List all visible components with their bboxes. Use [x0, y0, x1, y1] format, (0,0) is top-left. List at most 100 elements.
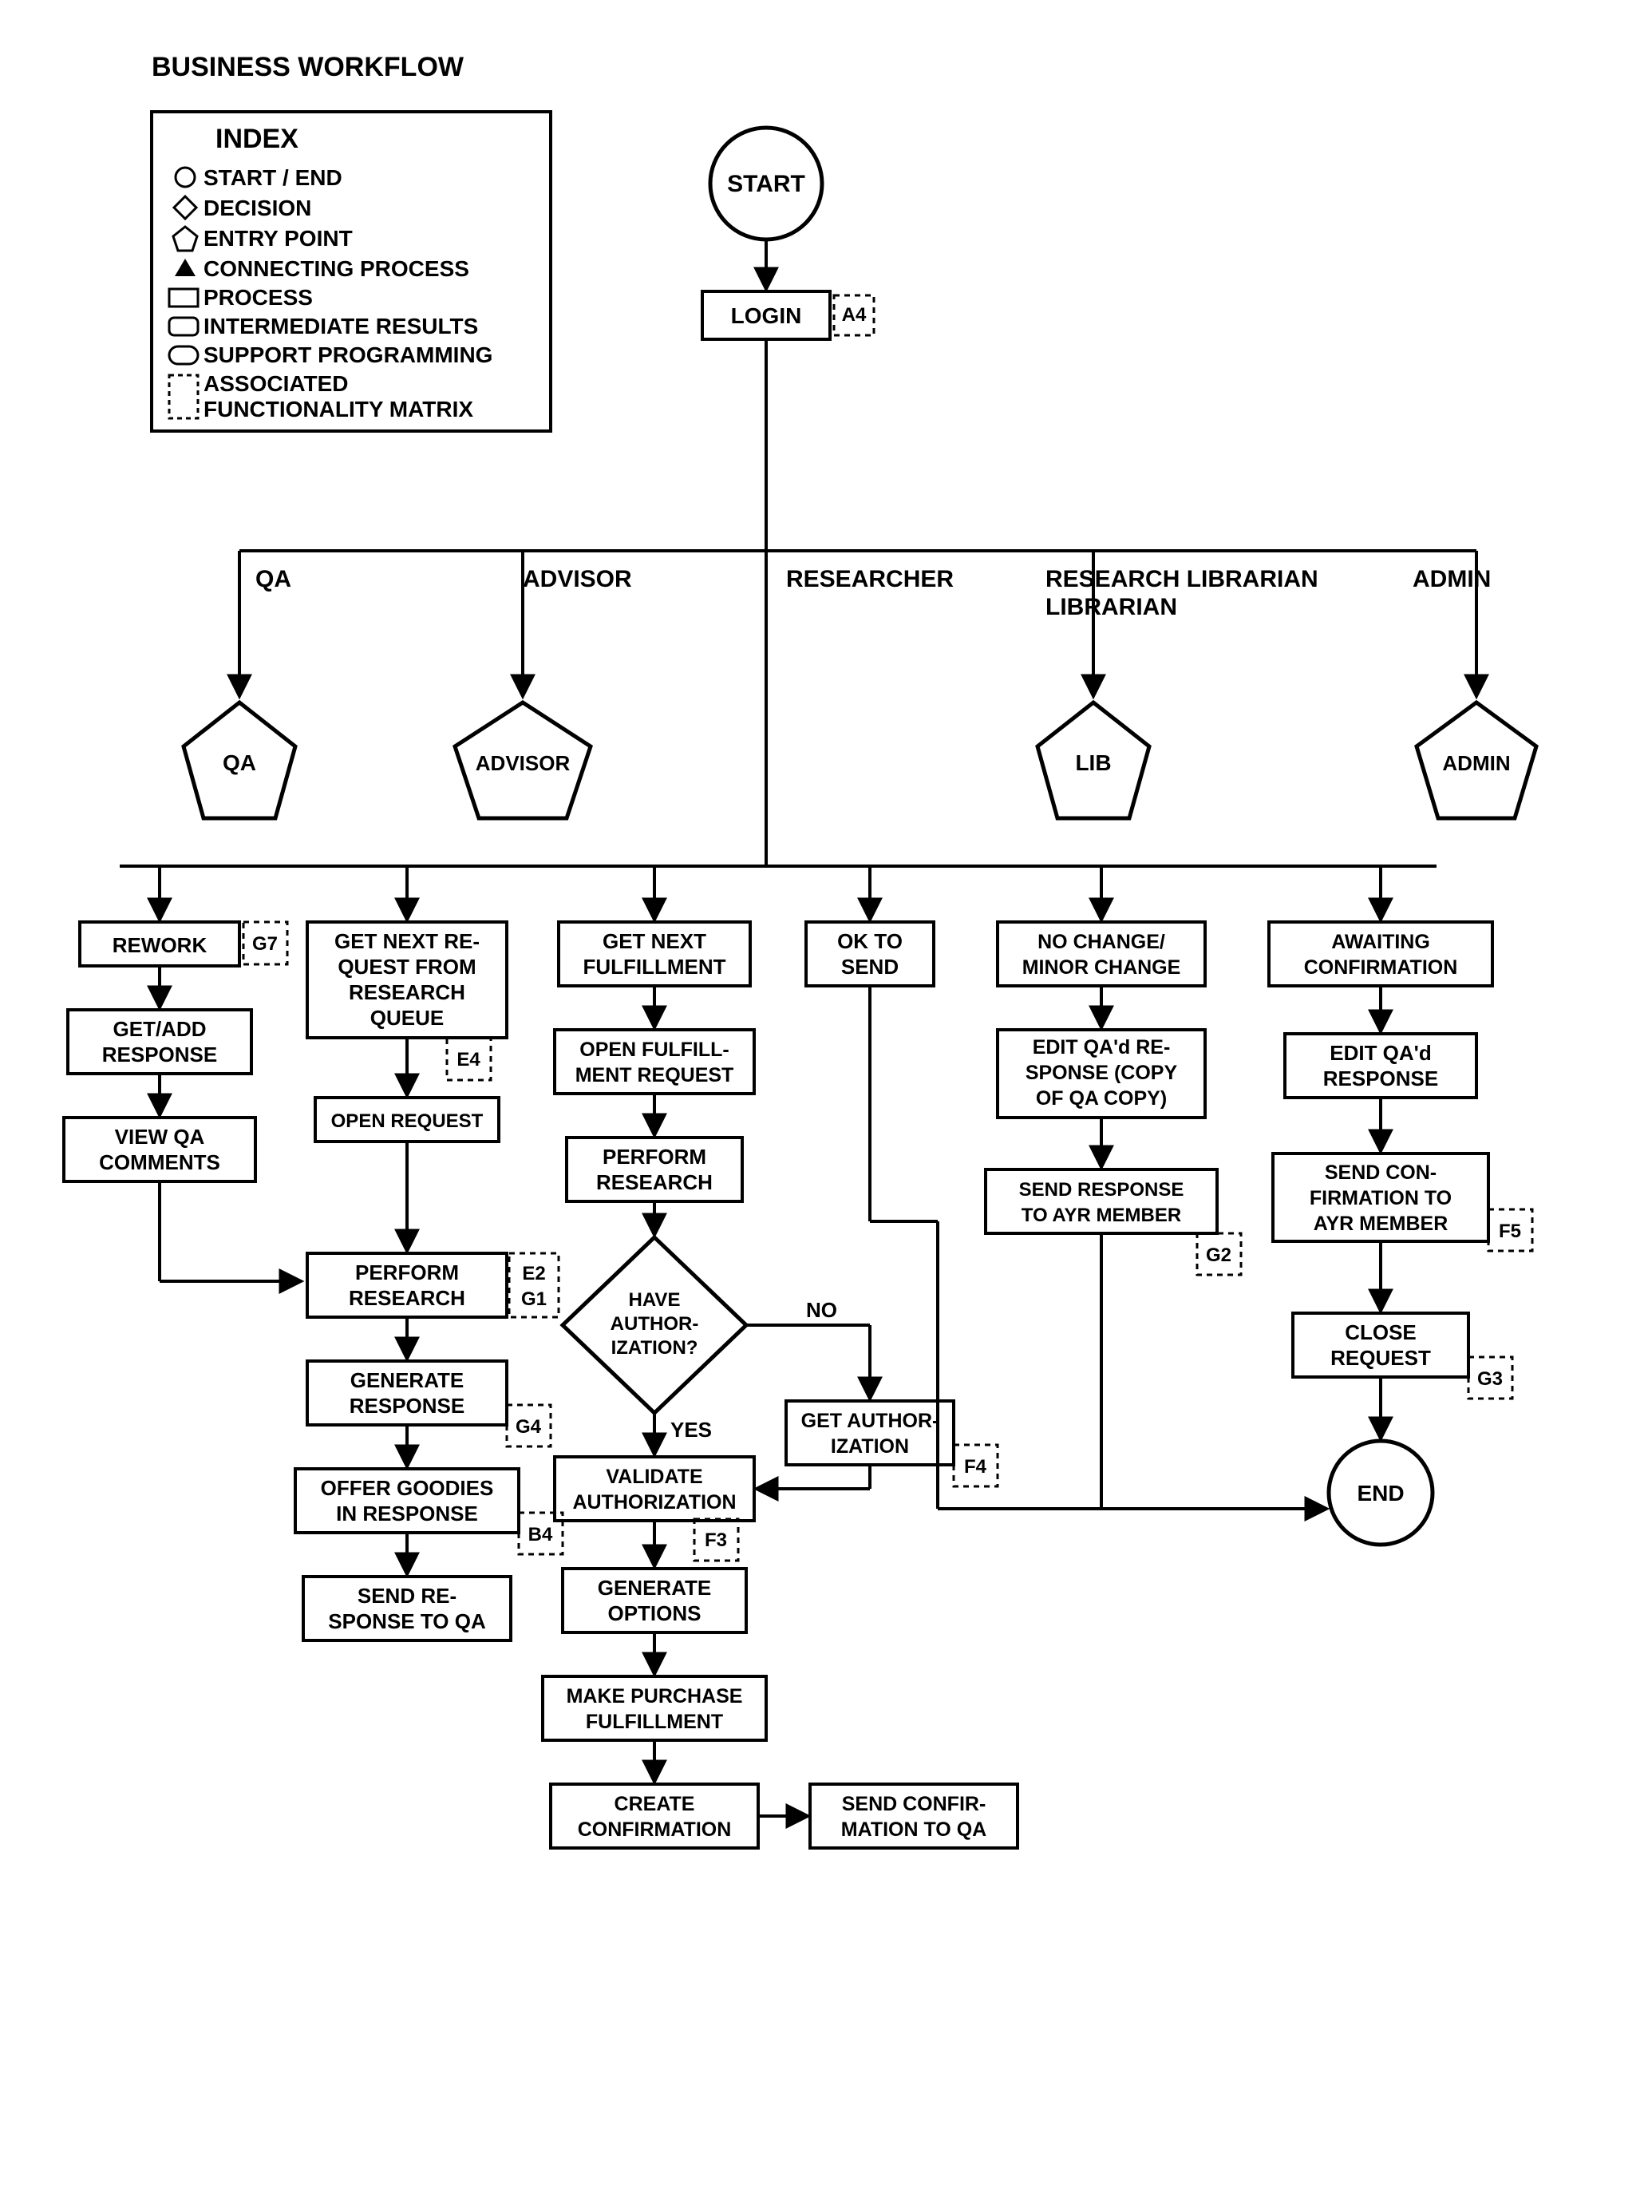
svg-text:GENERATE: GENERATE [598, 1576, 712, 1600]
col5: NO CHANGE/ MINOR CHANGE EDIT QA'd RE- SP… [986, 922, 1241, 1509]
svg-text:QA: QA [223, 750, 256, 775]
svg-text:TO AYR MEMBER: TO AYR MEMBER [1022, 1205, 1181, 1226]
svg-text:RESEARCH: RESEARCH [349, 1286, 465, 1310]
flowchart: BUSINESS WORKFLOW INDEX START / END DECI… [0, 0, 1652, 2212]
end-node: END [1329, 1441, 1433, 1545]
svg-text:AUTHOR-: AUTHOR- [611, 1313, 699, 1335]
svg-text:RESPONSE: RESPONSE [102, 1043, 218, 1066]
tag-f5: F5 [1488, 1209, 1532, 1251]
svg-text:GET AUTHOR-: GET AUTHOR- [801, 1410, 939, 1432]
svg-text:G3: G3 [1477, 1368, 1503, 1390]
svg-text:HAVE: HAVE [629, 1289, 681, 1311]
svg-text:VALIDATE: VALIDATE [606, 1466, 702, 1488]
svg-text:FULFILLMENT: FULFILLMENT [586, 1711, 723, 1733]
svg-text:FULFILLMENT: FULFILLMENT [583, 955, 725, 979]
svg-text:SEND RE-: SEND RE- [358, 1584, 456, 1608]
svg-text:ADMIN: ADMIN [1442, 751, 1510, 775]
legend: INDEX START / END DECISION ENTRY POINT C… [152, 112, 551, 431]
svg-text:RESEARCH: RESEARCH [349, 980, 465, 1004]
svg-text:OPEN REQUEST: OPEN REQUEST [331, 1110, 484, 1132]
svg-text:MENT REQUEST: MENT REQUEST [575, 1064, 734, 1086]
svg-text:CONFIRMATION: CONFIRMATION [1304, 956, 1458, 979]
svg-text:REQUEST: REQUEST [1330, 1346, 1431, 1370]
svg-text:ENTRY POINT: ENTRY POINT [204, 226, 353, 251]
svg-text:GET NEXT: GET NEXT [603, 929, 706, 953]
tag-a4: A4 [834, 295, 874, 335]
diagram-title: BUSINESS WORKFLOW [152, 52, 464, 82]
svg-text:YES: YES [670, 1418, 712, 1442]
tag-g7: G7 [243, 922, 287, 964]
svg-text:E2: E2 [522, 1263, 545, 1284]
svg-text:F3: F3 [705, 1529, 727, 1551]
svg-text:IZATION?: IZATION? [611, 1337, 698, 1359]
svg-text:EDIT QA'd RE-: EDIT QA'd RE- [1033, 1036, 1171, 1059]
svg-text:MINOR CHANGE: MINOR CHANGE [1022, 956, 1181, 979]
col4: OK TO SEND GET AUTHOR- IZATION F4 [758, 922, 998, 1489]
svg-text:SEND RESPONSE: SEND RESPONSE [1019, 1179, 1184, 1201]
svg-text:START / END: START / END [204, 165, 342, 190]
lane-admin: ADMIN [1413, 566, 1491, 592]
tag-f3: F3 [694, 1519, 738, 1561]
svg-text:G1: G1 [521, 1288, 547, 1310]
svg-text:AYR MEMBER: AYR MEMBER [1314, 1213, 1448, 1235]
lane-qa: QA [255, 566, 291, 592]
login-node: LOGIN A4 [702, 291, 874, 339]
tag-g4: G4 [507, 1405, 551, 1446]
svg-text:AUTHORIZATION: AUTHORIZATION [572, 1491, 736, 1514]
svg-text:START: START [727, 171, 805, 197]
svg-text:G4: G4 [516, 1416, 542, 1438]
svg-text:RESPONSE: RESPONSE [350, 1394, 465, 1418]
col1: REWORK G7 GET/ADD RESPONSE VIEW QA COMME… [64, 922, 299, 1281]
svg-text:QUEST FROM: QUEST FROM [338, 955, 476, 979]
svg-text:GENERATE: GENERATE [350, 1368, 464, 1392]
svg-text:SEND: SEND [841, 955, 899, 979]
svg-text:B4: B4 [528, 1524, 553, 1545]
svg-text:F4: F4 [964, 1456, 987, 1478]
svg-text:CONNECTING PROCESS: CONNECTING PROCESS [204, 256, 469, 281]
svg-text:REWORK: REWORK [113, 933, 207, 957]
col6: AWAITING CONFIRMATION EDIT QA'd RESPONSE… [1269, 922, 1532, 1437]
svg-text:VIEW QA: VIEW QA [115, 1125, 205, 1149]
entry-qa: QA [184, 702, 295, 818]
svg-text:INDEX: INDEX [215, 124, 298, 154]
svg-text:ADVISOR: ADVISOR [476, 751, 571, 775]
svg-text:RESEARCH: RESEARCH [596, 1170, 713, 1194]
tag-g3: G3 [1468, 1357, 1512, 1399]
svg-text:OFFER GOODIES: OFFER GOODIES [321, 1476, 494, 1500]
svg-text:NO: NO [806, 1298, 837, 1322]
svg-text:GET NEXT RE-: GET NEXT RE- [334, 929, 480, 953]
svg-text:FUNCTIONALITY MATRIX: FUNCTIONALITY MATRIX [204, 397, 473, 421]
svg-text:SPONSE (COPY: SPONSE (COPY [1026, 1062, 1178, 1084]
lane-researcher: RESEARCHER [786, 566, 954, 592]
svg-text:CONFIRMATION: CONFIRMATION [578, 1818, 732, 1841]
svg-text:PERFORM: PERFORM [603, 1145, 706, 1169]
svg-text:FIRMATION TO: FIRMATION TO [1310, 1187, 1452, 1209]
svg-text:IZATION: IZATION [831, 1435, 909, 1458]
col3: GET NEXT FULFILLMENT OPEN FULFILL- MENT … [543, 922, 1018, 1848]
svg-text:SEND CON-: SEND CON- [1325, 1161, 1437, 1184]
svg-text:GET/ADD: GET/ADD [113, 1017, 207, 1041]
svg-text:SEND CONFIR-: SEND CONFIR- [842, 1793, 986, 1815]
svg-text:IN RESPONSE: IN RESPONSE [336, 1502, 478, 1525]
svg-text:INTERMEDIATE RESULTS: INTERMEDIATE RESULTS [204, 314, 478, 338]
svg-text:CREATE: CREATE [615, 1793, 695, 1815]
svg-text:PERFORM: PERFORM [355, 1260, 459, 1284]
svg-text:COMMENTS: COMMENTS [99, 1150, 220, 1174]
svg-text:EDIT QA'd: EDIT QA'd [1330, 1041, 1432, 1065]
entry-lib: LIB [1037, 702, 1149, 818]
svg-text:PROCESS: PROCESS [204, 285, 313, 310]
tag-f4: F4 [954, 1445, 998, 1486]
svg-text:A4: A4 [842, 304, 867, 326]
svg-text:LIB: LIB [1075, 750, 1111, 775]
lane-advisor: ADVISOR [523, 566, 632, 592]
svg-text:LOGIN: LOGIN [731, 303, 802, 328]
svg-text:DECISION: DECISION [204, 196, 311, 220]
svg-text:OK TO: OK TO [837, 929, 903, 953]
svg-text:G2: G2 [1206, 1244, 1231, 1266]
tag-e4: E4 [447, 1038, 491, 1080]
svg-text:CLOSE: CLOSE [1345, 1320, 1417, 1344]
svg-text:E4: E4 [456, 1049, 480, 1070]
lane-lib-1: RESEARCH LIBRARIAN [1045, 566, 1318, 592]
svg-text:F5: F5 [1499, 1221, 1521, 1242]
svg-text:SUPPORT PROGRAMMING: SUPPORT PROGRAMMING [204, 342, 492, 367]
